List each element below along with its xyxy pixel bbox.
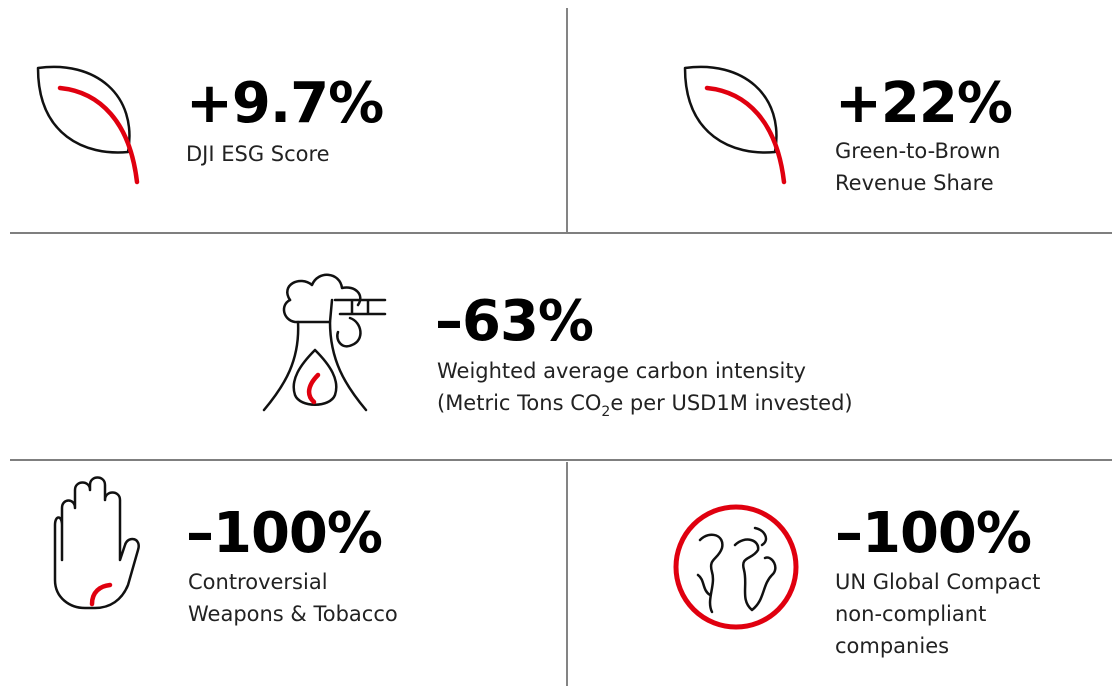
stat-label: Weapons & Tobacco	[188, 602, 398, 626]
factory-icon	[262, 273, 387, 412]
stat-label: companies	[835, 634, 949, 658]
stat-label: DJI ESG Score	[186, 142, 330, 166]
stat-label: Controversial	[188, 570, 328, 594]
stat-value: +9.7%	[186, 71, 383, 136]
stat-label: Weighted average carbon intensity	[437, 359, 806, 383]
stat-label: Green-to-Brown	[835, 139, 1000, 163]
stat-label: (Metric Tons CO2e per USD1M invested)	[437, 391, 853, 420]
stat-value: +22%	[835, 71, 1012, 136]
globe-icon	[673, 504, 799, 630]
hand-icon	[53, 476, 140, 610]
stat-value: –100%	[835, 501, 1031, 566]
stat-value: –100%	[186, 501, 382, 566]
stat-label: Revenue Share	[835, 171, 994, 195]
stat-label: UN Global Compact	[835, 570, 1040, 594]
leaf-icon	[683, 65, 787, 185]
leaf-icon	[36, 65, 140, 185]
stat-label: non-compliant	[835, 602, 986, 626]
stat-value: –63%	[435, 289, 593, 354]
